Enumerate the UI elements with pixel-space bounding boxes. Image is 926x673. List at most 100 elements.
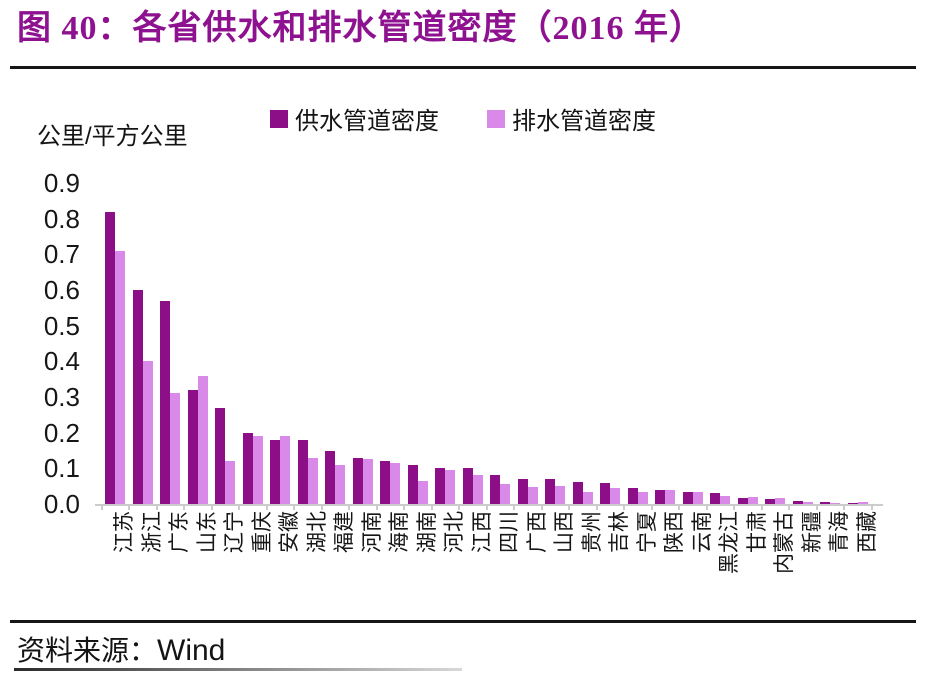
x-axis-tick: [513, 504, 515, 510]
bar-drainage-黑龙江: [720, 496, 730, 504]
bar-drainage-内蒙古: [775, 497, 785, 504]
x-axis-tick: [595, 504, 598, 510]
legend-item-supply: 供水管道密度: [270, 101, 439, 136]
bar-supply-四川: [490, 475, 500, 504]
x-axis-tick: [678, 504, 680, 510]
x-axis-tick: [650, 504, 653, 510]
x-axis-label-宁夏: 宁夏: [635, 511, 659, 553]
x-axis-label-内蒙古: 内蒙古: [773, 511, 796, 574]
x-axis-tick: [238, 504, 240, 510]
bar-supply-陕西: [655, 489, 665, 504]
x-axis-line: [95, 504, 883, 506]
x-axis-label-安徽: 安徽: [278, 511, 301, 553]
x-axis-label-湖北: 湖北: [305, 511, 329, 553]
title-divider: [10, 66, 916, 69]
x-axis-tick: [210, 504, 213, 510]
x-axis-tick: [430, 504, 433, 510]
x-axis-label-吉林: 吉林: [608, 511, 631, 553]
x-axis-label-海南: 海南: [388, 511, 411, 553]
bar-drainage-广东: [170, 393, 180, 504]
bar-supply-江苏: [105, 211, 115, 504]
x-axis-tick: [843, 504, 845, 510]
x-axis-label-山西: 山西: [553, 511, 576, 553]
x-axis-label-山东: 山东: [195, 511, 219, 553]
bar-supply-新疆: [792, 501, 803, 504]
bar-supply-内蒙古: [765, 499, 775, 504]
x-axis-label-黑龙江: 黑龙江: [718, 511, 741, 574]
bar-supply-江西: [462, 468, 473, 504]
x-axis-tick: [623, 504, 625, 510]
drainage-color-swatch: [487, 109, 505, 128]
bar-supply-吉林: [600, 482, 610, 504]
x-axis-label-四川: 四川: [498, 511, 521, 553]
x-axis-tick: [458, 504, 460, 510]
bar-drainage-四川: [500, 484, 510, 504]
x-axis-label-福建: 福建: [333, 511, 356, 553]
y-axis-label-0.1: 0.1: [43, 453, 80, 484]
x-axis-tick: [320, 504, 323, 510]
y-axis-label-0.7: 0.7: [43, 239, 80, 270]
y-axis-label-0.2: 0.2: [43, 417, 80, 448]
bar-drainage-贵州: [582, 491, 593, 504]
y-axis-unit-label: 公里/平方公里: [37, 123, 188, 150]
x-axis-tick: [705, 504, 708, 510]
bar-drainage-甘肃: [747, 496, 758, 504]
x-axis-label-贵州: 贵州: [580, 511, 604, 553]
bar-supply-黑龙江: [710, 493, 720, 504]
supply-color-swatch: [270, 109, 288, 128]
bar-supply-山西: [545, 479, 555, 504]
bar-drainage-云南: [692, 491, 703, 504]
bar-drainage-宁夏: [637, 492, 648, 504]
bar-drainage-海南: [390, 462, 400, 504]
x-axis-tick: [183, 504, 185, 510]
source-line: 资料来源：Wind: [17, 629, 225, 669]
x-axis-tick: [403, 504, 405, 510]
bar-supply-河南: [352, 457, 363, 504]
x-axis-label-广东: 广东: [168, 511, 191, 553]
x-axis-tick: [293, 504, 295, 510]
bar-drainage-辽宁: [225, 461, 235, 504]
x-axis-label-重庆: 重庆: [250, 511, 274, 553]
bar-drainage-新疆: [802, 501, 813, 504]
bar-drainage-西藏: [857, 502, 868, 504]
bar-drainage-河北: [445, 470, 455, 504]
x-axis-tick: [870, 504, 873, 510]
x-axis-label-西藏: 西藏: [855, 511, 879, 553]
bar-supply-青海: [820, 502, 830, 504]
x-axis-tick: [348, 504, 350, 510]
x-axis-tick: [568, 504, 570, 510]
legend-item-drainage: 排水管道密度: [487, 101, 656, 136]
source-label: 资料来源：: [17, 636, 158, 667]
y-axis-label-0.9: 0.9: [43, 168, 80, 198]
bar-supply-湖北: [297, 439, 308, 504]
bar-drainage-湖南: [417, 480, 428, 504]
bar-supply-宁夏: [627, 487, 638, 504]
x-axis-label-辽宁: 辽宁: [223, 511, 246, 553]
x-axis-label-新疆: 新疆: [800, 511, 824, 553]
legend-label-supply: 供水管道密度: [295, 108, 439, 135]
y-axis-label-0.8: 0.8: [43, 203, 80, 234]
x-axis-label-陕西: 陕西: [663, 511, 686, 553]
x-axis-tick: [128, 504, 130, 510]
x-axis-label-云南: 云南: [690, 511, 714, 553]
y-axis-label-0.3: 0.3: [43, 382, 80, 412]
bar-drainage-安徽: [280, 436, 290, 504]
legend-label-drainage: 排水管道密度: [512, 108, 656, 135]
x-axis-tick: [733, 504, 735, 510]
y-axis-label-0.4: 0.4: [43, 346, 80, 377]
x-axis-label-湖南: 湖南: [415, 511, 439, 553]
x-axis-tick: [788, 504, 790, 510]
y-axis-label-0.0: 0.0: [43, 489, 80, 519]
bar-supply-辽宁: [215, 407, 225, 504]
bar-drainage-青海: [830, 502, 840, 504]
y-axis-label-0.6: 0.6: [43, 275, 80, 305]
bar-supply-浙江: [132, 290, 143, 504]
y-axis-label-0.5: 0.5: [43, 310, 80, 341]
bar-supply-广东: [160, 300, 170, 504]
bar-supply-甘肃: [737, 498, 748, 504]
bar-supply-贵州: [572, 481, 583, 504]
bar-supply-河北: [435, 468, 445, 504]
bar-supply-广西: [517, 479, 528, 504]
x-axis-tick: [760, 504, 763, 510]
bar-drainage-浙江: [142, 361, 153, 504]
